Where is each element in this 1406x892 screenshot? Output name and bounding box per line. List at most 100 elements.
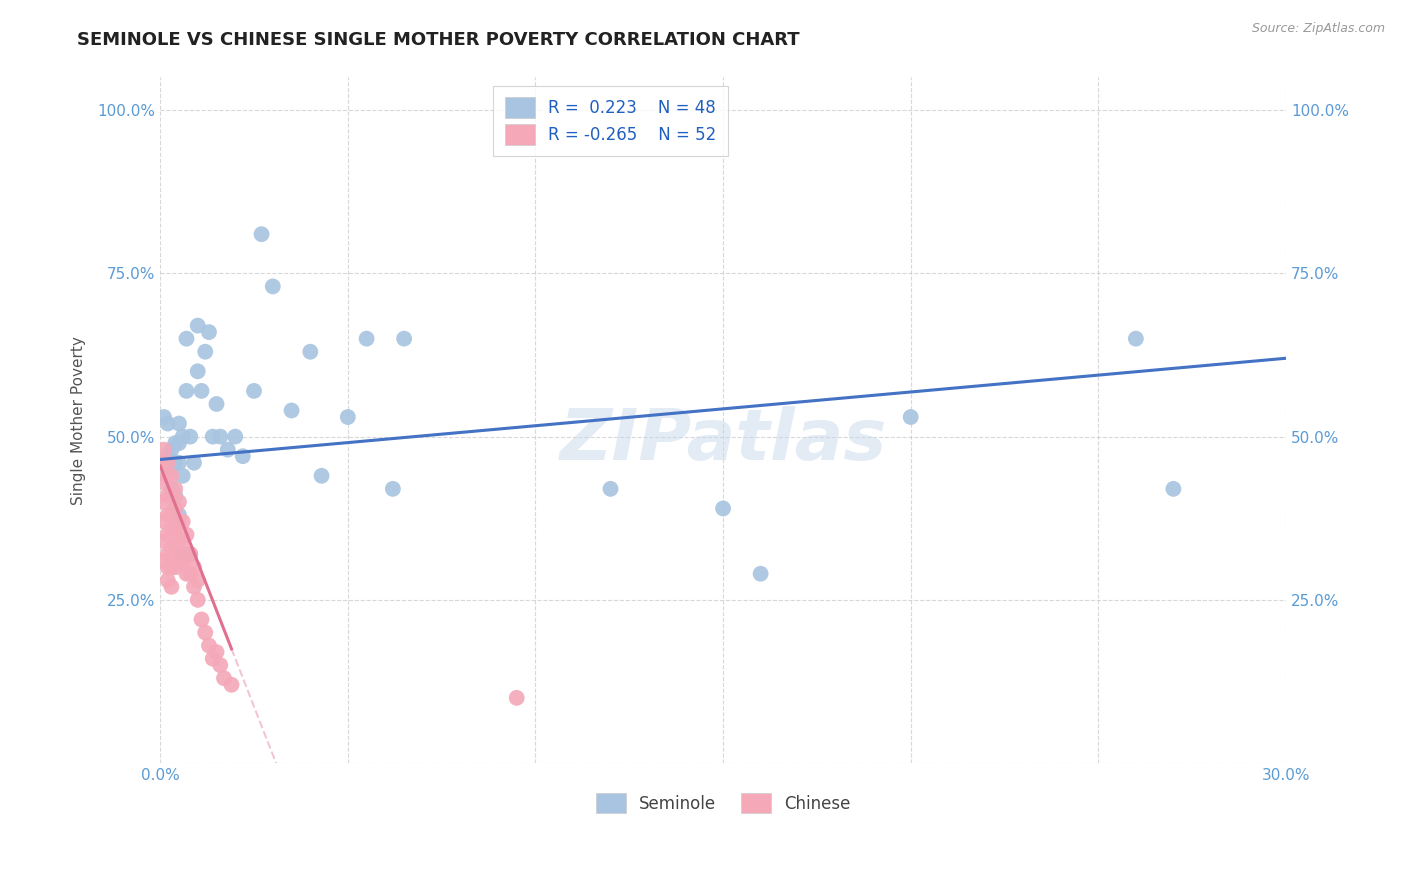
Point — [194, 344, 217, 359]
Point — [299, 344, 322, 359]
Point — [156, 488, 179, 502]
Point — [165, 521, 187, 535]
Point — [209, 429, 232, 443]
Point — [183, 456, 205, 470]
Point — [156, 527, 179, 541]
Point — [156, 508, 179, 522]
Point — [165, 482, 187, 496]
Point — [156, 560, 179, 574]
Point — [183, 560, 205, 574]
Text: ZIPatlas: ZIPatlas — [560, 407, 887, 475]
Point — [205, 645, 228, 659]
Point — [167, 554, 190, 568]
Point — [156, 456, 179, 470]
Point — [167, 515, 190, 529]
Point — [153, 534, 176, 549]
Point — [205, 397, 228, 411]
Point — [224, 429, 246, 443]
Point — [250, 227, 273, 242]
Point — [311, 468, 333, 483]
Point — [356, 332, 378, 346]
Text: SEMINOLE VS CHINESE SINGLE MOTHER POVERTY CORRELATION CHART: SEMINOLE VS CHINESE SINGLE MOTHER POVERT… — [77, 31, 800, 49]
Point — [172, 429, 194, 443]
Point — [1163, 482, 1185, 496]
Point — [172, 547, 194, 561]
Point — [190, 384, 212, 398]
Point — [187, 592, 209, 607]
Text: Source: ZipAtlas.com: Source: ZipAtlas.com — [1251, 22, 1385, 36]
Point — [183, 580, 205, 594]
Point — [212, 671, 235, 685]
Point — [262, 279, 284, 293]
Point — [160, 442, 183, 457]
Legend: Seminole, Chinese: Seminole, Chinese — [585, 783, 860, 823]
Point — [167, 508, 190, 522]
Point — [153, 475, 176, 490]
Point — [156, 417, 179, 431]
Point — [711, 501, 734, 516]
Point — [749, 566, 772, 581]
Point — [176, 527, 198, 541]
Y-axis label: Single Mother Poverty: Single Mother Poverty — [72, 336, 86, 505]
Point — [599, 482, 621, 496]
Point — [176, 566, 198, 581]
Point — [156, 547, 179, 561]
Point — [187, 364, 209, 378]
Point — [167, 534, 190, 549]
Point — [165, 560, 187, 574]
Point — [179, 547, 201, 561]
Point — [160, 560, 183, 574]
Point — [900, 410, 922, 425]
Point — [160, 482, 183, 496]
Point — [194, 625, 217, 640]
Point — [160, 488, 183, 502]
Point — [392, 332, 415, 346]
Point — [221, 678, 243, 692]
Point — [160, 580, 183, 594]
Point — [156, 468, 179, 483]
Point — [336, 410, 359, 425]
Point — [160, 521, 183, 535]
Point — [176, 332, 198, 346]
Point — [167, 456, 190, 470]
Point — [156, 449, 179, 463]
Point — [172, 515, 194, 529]
Point — [176, 547, 198, 561]
Point — [160, 541, 183, 555]
Point — [187, 574, 209, 588]
Point — [201, 429, 224, 443]
Point — [165, 488, 187, 502]
Point — [505, 690, 527, 705]
Point — [198, 325, 221, 339]
Point — [165, 501, 187, 516]
Point — [153, 410, 176, 425]
Point — [198, 639, 221, 653]
Point — [172, 468, 194, 483]
Point — [201, 651, 224, 665]
Point — [153, 495, 176, 509]
Point — [280, 403, 302, 417]
Point — [179, 547, 201, 561]
Point — [167, 436, 190, 450]
Point — [1125, 332, 1147, 346]
Point — [165, 456, 187, 470]
Point — [160, 468, 183, 483]
Point — [153, 442, 176, 457]
Point — [153, 456, 176, 470]
Point — [209, 658, 232, 673]
Point — [381, 482, 404, 496]
Point — [172, 534, 194, 549]
Point — [167, 495, 190, 509]
Point — [232, 449, 254, 463]
Point — [160, 508, 183, 522]
Point — [153, 515, 176, 529]
Point — [156, 574, 179, 588]
Point — [179, 429, 201, 443]
Point — [217, 442, 239, 457]
Point — [167, 417, 190, 431]
Point — [179, 566, 201, 581]
Point — [187, 318, 209, 333]
Point — [172, 554, 194, 568]
Point — [165, 541, 187, 555]
Point — [160, 462, 183, 476]
